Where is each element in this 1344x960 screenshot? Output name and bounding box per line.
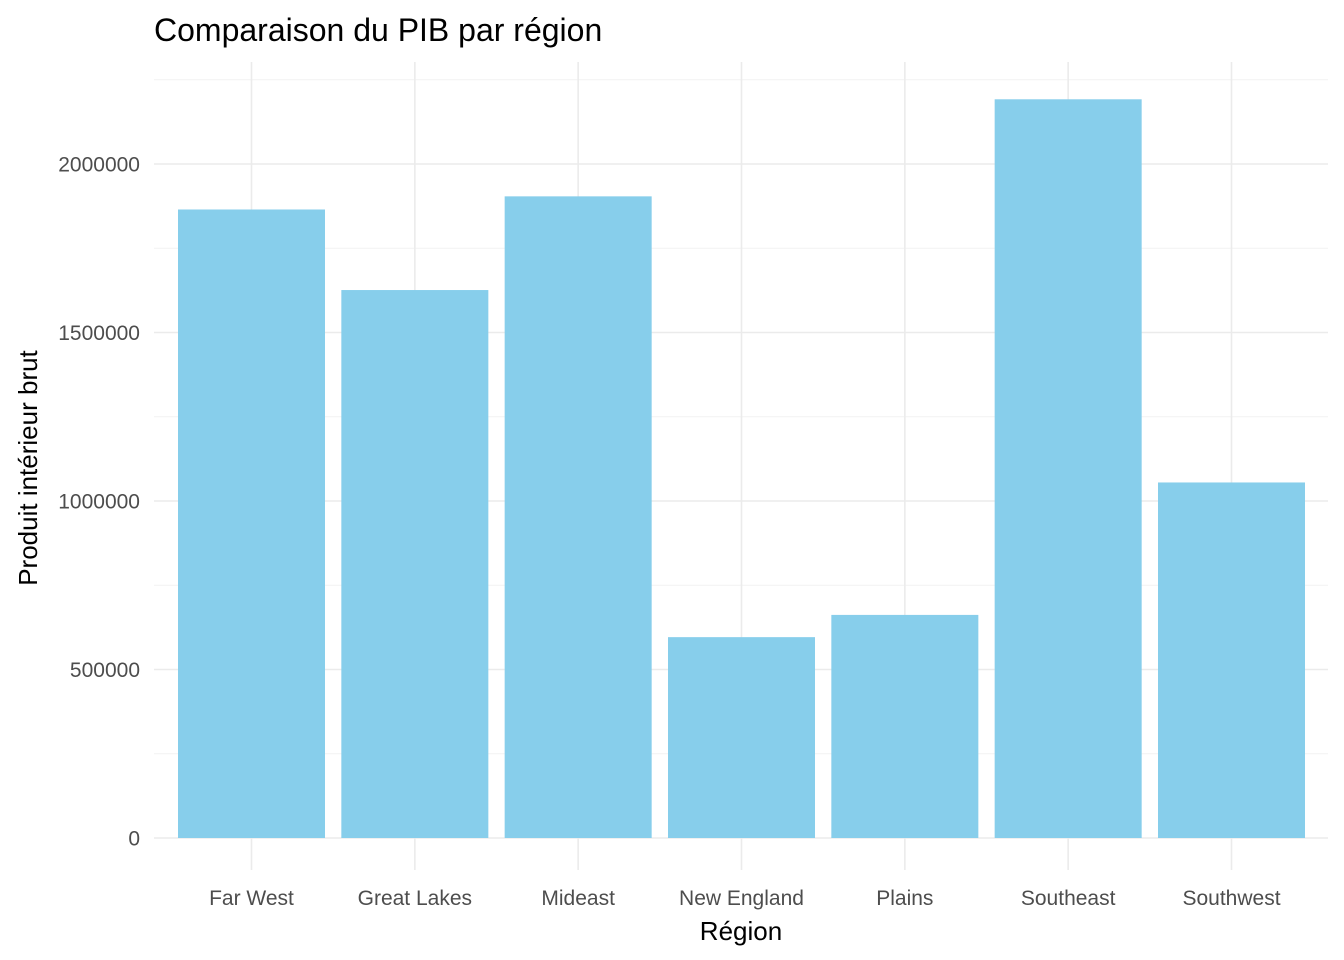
bar [341,290,489,839]
x-tick-label: Mideast [541,887,615,910]
bars [178,99,1305,839]
y-axis-title: Produit intérieur brut [13,349,43,585]
bar [831,614,979,838]
x-tick-label: Southeast [1021,887,1116,910]
x-tick-label: Southwest [1182,887,1280,910]
bar [504,196,652,839]
bar [668,637,815,838]
x-axis-ticks: Far West Great Lakes Mideast New England Pla… [209,887,1281,910]
y-tick-label: 1000000 [58,491,140,514]
bar [1158,482,1305,838]
y-tick-label: 1500000 [58,322,140,345]
y-axis-ticks: 0 500000 1000000 1500000 2000000 [58,154,140,851]
chart-title: Comparaison du PIB par région [154,12,602,48]
y-tick-label: 2000000 [58,154,140,177]
y-tick-label: 0 [128,828,140,851]
x-tick-label: Great Lakes [358,887,472,910]
x-tick-label: Far West [209,887,294,910]
bar [178,209,325,838]
x-tick-label: New England [679,887,804,910]
bar [994,99,1142,838]
x-axis-title: Région [700,916,782,946]
x-tick-label: Plains [876,887,933,910]
y-tick-label: 500000 [70,659,140,682]
